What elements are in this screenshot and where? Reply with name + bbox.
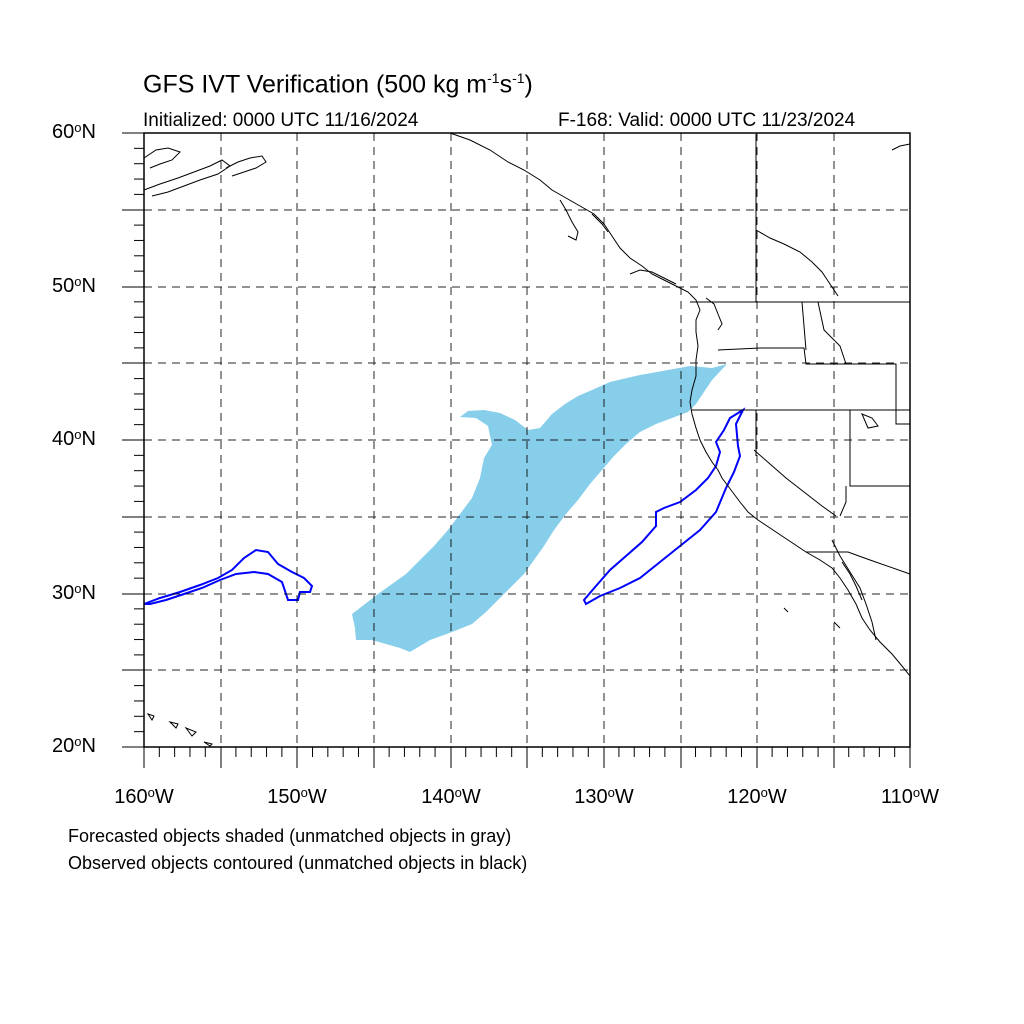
map-grid	[144, 133, 910, 747]
axis-ticks	[122, 132, 911, 768]
lon-label-160w: 160oW	[114, 785, 174, 808]
lon-label-110w: 110oW	[880, 785, 940, 808]
minor-ticks	[134, 147, 896, 757]
lat-label-50n: 50oN	[52, 274, 96, 297]
valid-time-label: F-168: Valid: 0000 UTC 11/23/2024	[558, 110, 856, 131]
lon-label-120w: 120oW	[727, 785, 787, 808]
observed-object-east	[582, 407, 746, 606]
map-title: GFS IVT Verification (500 kg m-1s-1)	[143, 70, 533, 99]
lat-label-20n: 20oN	[52, 734, 96, 757]
lon-label-130w: 130oW	[574, 785, 634, 808]
lon-label-150w: 150oW	[267, 785, 327, 808]
observed-note: Observed objects contoured (unmatched ob…	[68, 853, 528, 873]
lat-label-60n: 60oN	[52, 120, 96, 143]
forecast-object	[352, 364, 727, 652]
forecast-note: Forecasted objects shaded (unmatched obj…	[68, 826, 512, 846]
state-borders	[690, 134, 911, 575]
lat-label-40n: 40oN	[52, 427, 96, 450]
observed-object-west	[143, 548, 314, 605]
init-time-label: Initialized: 0000 UTC 11/16/2024	[143, 110, 419, 131]
lat-label-30n: 30oN	[52, 581, 96, 604]
lon-label-140w: 140oW	[421, 785, 481, 808]
